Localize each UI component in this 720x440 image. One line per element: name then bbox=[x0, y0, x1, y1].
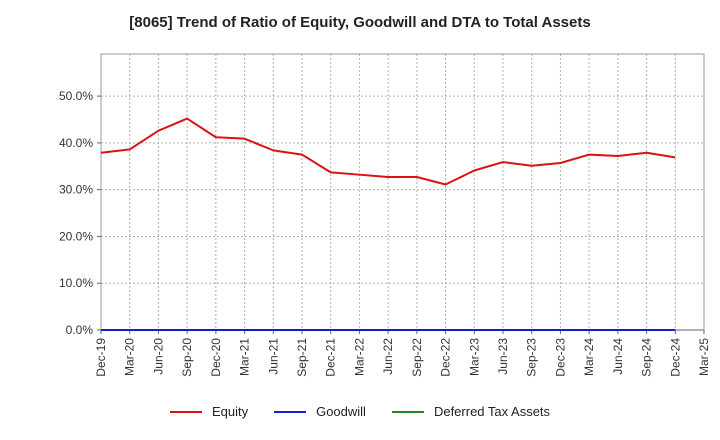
y-tick-label: 10.0% bbox=[59, 276, 93, 290]
legend-swatch-goodwill bbox=[274, 410, 307, 413]
x-tick-label: Dec-21 bbox=[324, 338, 338, 377]
y-tick-label: 50.0% bbox=[59, 89, 93, 103]
x-tick-label: Dec-20 bbox=[209, 338, 223, 377]
x-tick-label: Dec-19 bbox=[94, 338, 108, 377]
legend-label-goodwill: Goodwill bbox=[316, 404, 366, 419]
legend-item-deferred-tax-assets: Deferred Tax Assets bbox=[391, 404, 551, 419]
plot-frame bbox=[100, 53, 705, 331]
x-tick-label: Mar-21 bbox=[238, 338, 252, 376]
line-chart: 0.0% 10.0% 20.0% 30.0% 40.0% 50.0% Dec-19 Mar-2… bbox=[59, 53, 711, 377]
x-tick-label: Dec-22 bbox=[439, 338, 453, 377]
x-tick-label: Sep-23 bbox=[525, 338, 539, 377]
x-tick-label: Jun-24 bbox=[611, 338, 625, 375]
x-tick-label: Jun-22 bbox=[381, 338, 395, 375]
x-tick-label: Sep-24 bbox=[640, 338, 654, 377]
chart-legend: Equity Goodwill Deferred Tax Assets bbox=[0, 404, 720, 419]
x-tick-label: Jun-21 bbox=[266, 338, 280, 375]
x-tick-label: Mar-22 bbox=[352, 338, 366, 376]
legend-label-deferred-tax-assets: Deferred Tax Assets bbox=[433, 404, 551, 419]
x-tick-label: Sep-22 bbox=[410, 338, 424, 377]
y-tick-label: 0.0% bbox=[66, 323, 94, 337]
x-tick-label: Mar-20 bbox=[123, 338, 137, 376]
series-line-equity bbox=[100, 117, 676, 186]
legend-item-equity: Equity bbox=[169, 404, 249, 419]
x-tick-label: Sep-21 bbox=[295, 338, 309, 377]
series-lines bbox=[100, 117, 676, 331]
x-tick-label: Mar-25 bbox=[697, 338, 711, 376]
x-tick-label: Dec-23 bbox=[553, 338, 567, 377]
x-tick-label: Mar-24 bbox=[582, 338, 596, 376]
x-tick-label: Dec-24 bbox=[668, 338, 682, 377]
x-tick-label: Jun-23 bbox=[496, 338, 510, 375]
legend-swatch-deferred-tax-assets bbox=[391, 410, 424, 413]
chart-title: [8065] Trend of Ratio of Equity, Goodwil… bbox=[129, 14, 591, 31]
y-tick-label: 30.0% bbox=[59, 183, 93, 197]
gridlines bbox=[100, 54, 705, 330]
legend-label-equity: Equity bbox=[211, 404, 249, 419]
x-tick-label: Jun-20 bbox=[151, 338, 165, 375]
legend-swatch-equity bbox=[169, 410, 202, 413]
y-tick-label: 20.0% bbox=[59, 229, 93, 243]
x-tick-label: Sep-20 bbox=[180, 338, 194, 377]
x-tick-label: Mar-23 bbox=[467, 338, 481, 376]
y-tick-label: 40.0% bbox=[59, 136, 93, 150]
legend-item-goodwill: Goodwill bbox=[274, 404, 366, 419]
axes: 0.0% 10.0% 20.0% 30.0% 40.0% 50.0% Dec-19 Mar-2… bbox=[59, 89, 711, 377]
